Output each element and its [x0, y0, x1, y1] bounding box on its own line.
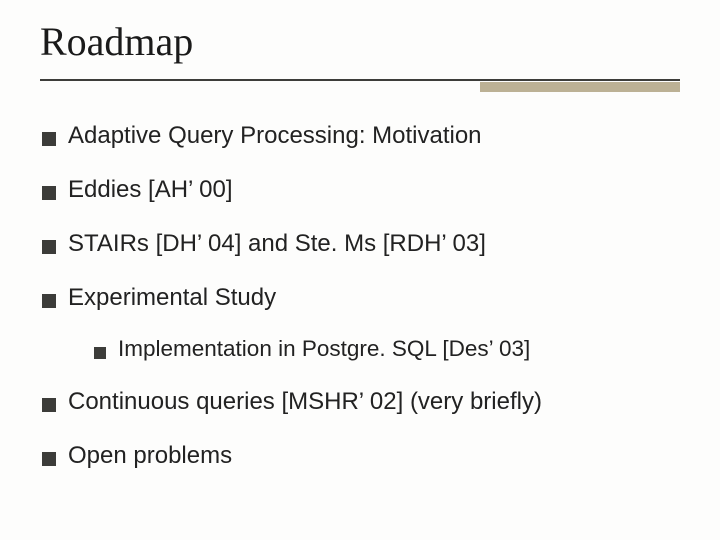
list-item-text: STAIRs [DH’ 04] and Ste. Ms [RDH’ 03] — [68, 229, 486, 259]
title-underline-thick — [480, 82, 680, 92]
slide-body: Adaptive Query Processing: Motivation Ed… — [40, 121, 680, 471]
list-item: STAIRs [DH’ 04] and Ste. Ms [RDH’ 03] — [40, 229, 680, 259]
square-bullet-icon — [42, 398, 56, 412]
list-item-text: Experimental Study — [68, 283, 276, 313]
list-item-text: Implementation in Postgre. SQL [Des’ 03] — [118, 335, 530, 363]
title-underline-thin — [40, 79, 680, 81]
list-item: Experimental Study — [40, 283, 680, 313]
square-bullet-icon — [42, 294, 56, 308]
list-item: Eddies [AH’ 00] — [40, 175, 680, 205]
list-item-text: Continuous queries [MSHR’ 02] (very brie… — [68, 387, 542, 417]
list-item: Continuous queries [MSHR’ 02] (very brie… — [40, 387, 680, 417]
square-bullet-icon — [42, 240, 56, 254]
square-bullet-icon — [94, 347, 106, 359]
square-bullet-icon — [42, 452, 56, 466]
list-item: Implementation in Postgre. SQL [Des’ 03] — [40, 335, 680, 363]
list-item-text: Eddies [AH’ 00] — [68, 175, 233, 205]
list-item: Adaptive Query Processing: Motivation — [40, 121, 680, 151]
list-item-text: Open problems — [68, 441, 232, 471]
square-bullet-icon — [42, 186, 56, 200]
list-item-text: Adaptive Query Processing: Motivation — [68, 121, 482, 151]
title-underline — [40, 79, 680, 93]
square-bullet-icon — [42, 132, 56, 146]
list-item: Open problems — [40, 441, 680, 471]
slide-title: Roadmap — [40, 18, 680, 65]
slide: Roadmap Adaptive Query Processing: Motiv… — [0, 0, 720, 540]
